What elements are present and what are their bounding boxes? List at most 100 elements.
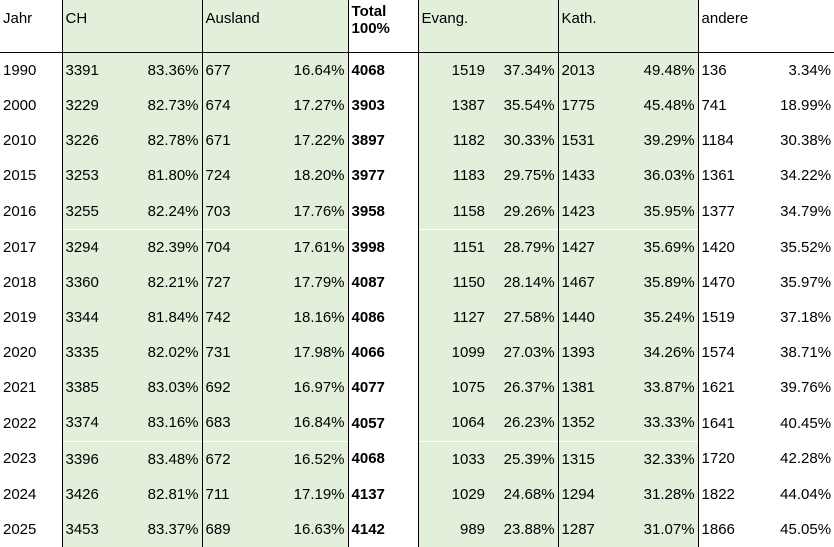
cell-ch: 3335	[61, 335, 132, 371]
cell-total: 4077	[347, 370, 419, 406]
cell-andere-pct: 18.99%	[780, 97, 832, 115]
table-row: 2020 3335 82.02% 731 17.98% 4066 1099 27.03% 139…	[0, 335, 834, 371]
cell-andere-pct: 44.04%	[780, 485, 832, 503]
table-row: 2018 3360 82.21% 727 17.79% 4087 1150 28.14% 146…	[0, 264, 834, 300]
table-row: 2025 3453 83.37% 689 16.63% 4142 989 23.88% 1287…	[0, 511, 834, 547]
cell-ch-pct: 83.16%	[132, 405, 203, 442]
cell-jahr: 2023	[3, 450, 37, 468]
cell-andere-pct: 34.22%	[780, 167, 832, 185]
cell-kath: 1531	[557, 123, 629, 159]
cell-ausland: 683	[201, 405, 276, 442]
cell-ch-pct: 82.73%	[132, 88, 203, 124]
cell-kath: 1352	[557, 405, 629, 442]
cell-andere: 136	[697, 52, 769, 89]
table-row: 2010 3226 82.78% 671 17.22% 3897 1182 30.33% 153…	[0, 123, 834, 159]
cell-total: 4066	[347, 335, 419, 371]
cell-jahr: 2018	[3, 273, 37, 291]
cell-evang: 1033	[417, 440, 489, 477]
cell-evang-pct: 37.34%	[488, 52, 559, 89]
cell-jahr: 1990	[3, 62, 37, 80]
cell-ch-pct: 83.03%	[132, 370, 203, 406]
cell-ch: 3453	[61, 511, 132, 547]
cell-evang-pct: 29.26%	[488, 193, 559, 230]
cell-kath: 1287	[557, 511, 629, 547]
cell-ausland: 689	[201, 511, 276, 547]
table-row: 1990 3391 83.36% 677 16.64% 4068 1519 37.34% 201…	[0, 52, 834, 89]
cell-evang-pct: 29.75%	[488, 158, 559, 194]
cell-andere: 1377	[697, 193, 769, 230]
cell-ch: 3385	[61, 370, 132, 406]
cell-ch: 3396	[61, 440, 132, 477]
cell-andere: 1184	[697, 123, 769, 159]
cell-ch-pct: 83.48%	[132, 440, 203, 477]
cell-andere: 1822	[697, 476, 769, 512]
cell-jahr: 2025	[3, 520, 37, 538]
cell-ausland: 672	[201, 440, 276, 477]
cell-jahr: 2015	[3, 167, 37, 185]
table-row: 2015 3253 81.80% 724 18.20% 3977 1183 29.75% 143…	[0, 158, 834, 194]
cell-andere-pct: 38.71%	[780, 344, 832, 362]
cell-total: 4087	[347, 264, 419, 300]
cell-ausland-pct: 16.63%	[275, 511, 349, 547]
cell-ch: 3426	[61, 476, 132, 512]
cell-total: 3903	[347, 88, 419, 124]
cell-kath-pct: 31.28%	[628, 476, 699, 512]
cell-kath-pct: 45.48%	[628, 88, 699, 124]
cell-ausland-pct: 17.98%	[275, 335, 349, 371]
header-jahr: Jahr	[0, 0, 62, 53]
header-kath: Kath.	[557, 0, 699, 53]
cell-total: 3977	[347, 158, 419, 194]
cell-andere: 1641	[697, 405, 769, 442]
cell-ausland: 671	[201, 123, 276, 159]
cell-andere-pct: 39.76%	[780, 379, 832, 397]
cell-ch: 3255	[61, 193, 132, 230]
cell-jahr: 2024	[3, 485, 37, 503]
cell-evang: 1182	[417, 123, 489, 159]
cell-ausland: 703	[201, 193, 276, 230]
cell-andere: 1866	[697, 511, 769, 547]
header-total: Total 100%	[347, 0, 419, 53]
cell-ausland: 674	[201, 88, 276, 124]
table-row: 2021 3385 83.03% 692 16.97% 4077 1075 26.37% 138…	[0, 370, 834, 406]
cell-kath-pct: 33.87%	[628, 370, 699, 406]
cell-evang: 1151	[417, 228, 489, 265]
cell-kath: 1315	[557, 440, 629, 477]
cell-total: 3998	[347, 229, 419, 265]
cell-ausland-pct: 18.16%	[275, 299, 349, 336]
cell-andere: 1470	[697, 264, 769, 300]
cell-jahr: 2017	[3, 238, 37, 256]
cell-evang: 1387	[417, 88, 489, 124]
cell-evang-pct: 28.14%	[488, 264, 559, 300]
cell-jahr: 2019	[3, 309, 37, 327]
cell-andere-pct: 34.79%	[780, 202, 832, 220]
cell-ch-pct: 81.80%	[132, 158, 203, 194]
header-total-line2: 100%	[351, 20, 390, 37]
cell-kath-pct: 31.07%	[628, 511, 699, 547]
cell-kath: 1393	[557, 335, 629, 371]
cell-jahr: 2016	[3, 202, 37, 220]
cell-evang: 1150	[417, 264, 489, 300]
cell-kath-pct: 32.33%	[628, 440, 699, 477]
cell-evang: 1183	[417, 158, 489, 194]
cell-andere: 741	[697, 88, 769, 124]
cell-kath-pct: 39.29%	[628, 123, 699, 159]
table-row: 2019 3344 81.84% 742 18.16% 4086 1127 27.58% 144…	[0, 299, 834, 336]
cell-kath: 1775	[557, 88, 629, 124]
cell-evang: 1158	[417, 193, 489, 230]
cell-kath-pct: 33.33%	[628, 405, 699, 442]
cell-kath-pct: 35.95%	[628, 193, 699, 230]
cell-ausland-pct: 17.76%	[275, 193, 349, 230]
cell-ch-pct: 82.81%	[132, 476, 203, 512]
cell-ausland: 742	[201, 299, 276, 336]
cell-ch: 3253	[61, 158, 132, 194]
cell-evang: 1029	[417, 476, 489, 512]
cell-ausland-pct: 17.27%	[275, 88, 349, 124]
cell-andere-pct: 35.52%	[780, 238, 832, 256]
cell-andere: 1720	[697, 441, 769, 477]
cell-total: 4086	[347, 299, 419, 336]
cell-ausland-pct: 17.61%	[275, 228, 349, 265]
cell-kath-pct: 35.24%	[628, 299, 699, 336]
cell-kath: 1294	[557, 476, 629, 512]
cell-total: 3897	[347, 123, 419, 159]
